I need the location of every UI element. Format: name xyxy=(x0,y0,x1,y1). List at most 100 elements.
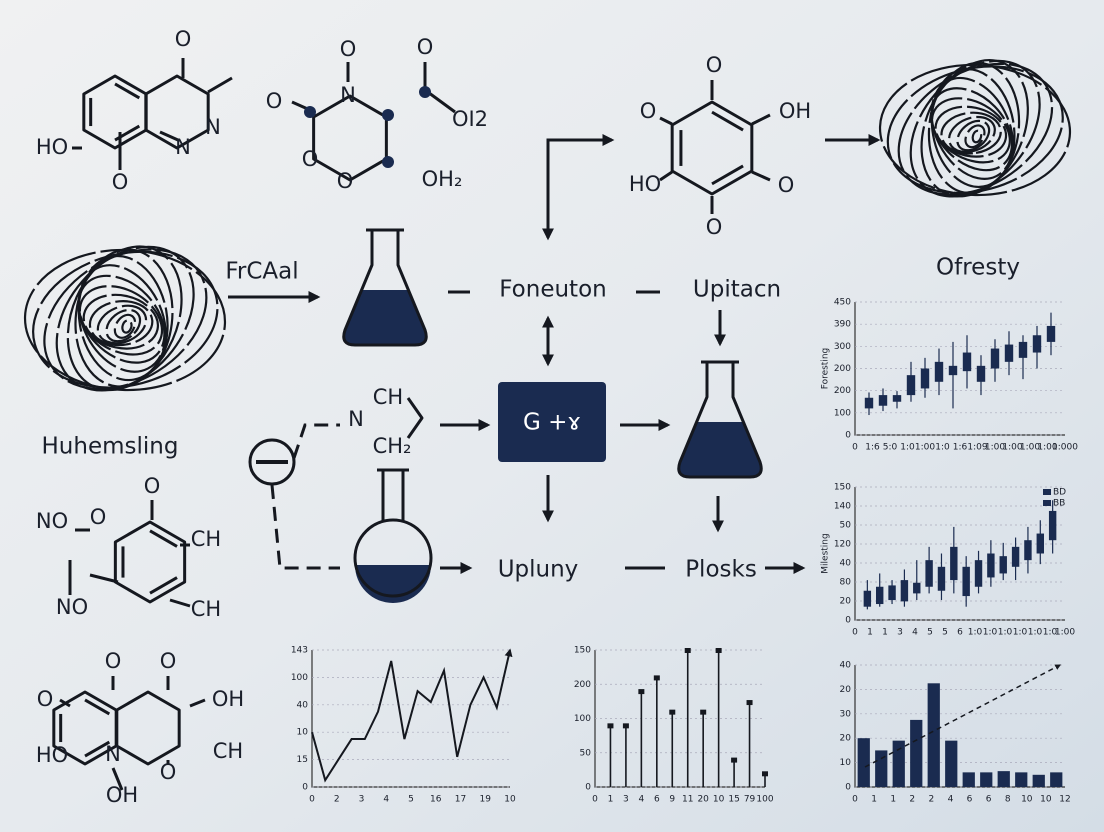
y-tick-label: 100 xyxy=(291,673,308,683)
x-tick-label: 1:0 xyxy=(1013,628,1028,638)
x-tick-label: 10 xyxy=(1021,795,1033,805)
fingerprint-ridge xyxy=(929,87,1014,172)
x-tick-label: 0 xyxy=(852,443,858,453)
ring xyxy=(115,690,181,766)
fingerprint-ridge xyxy=(32,250,219,389)
y-tick-label: 0 xyxy=(845,783,851,793)
atom: HO xyxy=(36,743,68,767)
y-tick-label: 120 xyxy=(834,540,851,550)
atom: CH xyxy=(373,385,403,409)
stem-cap xyxy=(638,689,645,695)
stem-cap xyxy=(715,648,722,653)
x-tick-label: 1 xyxy=(871,795,877,805)
x-tick-label: 1 xyxy=(890,795,896,805)
fingerprint-ridge xyxy=(105,308,142,343)
candle-body xyxy=(1048,510,1057,541)
fingerprint-ridge xyxy=(23,248,227,392)
x-tick-label: 6 xyxy=(967,795,973,805)
stem-cap xyxy=(669,709,676,715)
round-flask xyxy=(353,468,433,603)
y-tick-label: 300 xyxy=(834,342,851,352)
atom: OH₂ xyxy=(422,167,463,191)
line-series xyxy=(311,648,513,783)
x-tick-label: 1:0 xyxy=(900,443,915,453)
y-tick-label: 200 xyxy=(834,364,851,374)
dot xyxy=(382,109,394,121)
double-bond xyxy=(84,740,111,758)
candle-body xyxy=(950,546,958,581)
candle-body xyxy=(962,566,970,597)
x-tick-label: 11 xyxy=(682,795,693,805)
bonds xyxy=(59,676,206,791)
fingerprint-ridge xyxy=(964,124,986,149)
label: Foneuton xyxy=(499,277,606,303)
candle-body xyxy=(1018,341,1028,358)
box-label: G +ɤ xyxy=(523,410,581,436)
x-tick-label: 100 xyxy=(756,795,773,805)
y-tick-label: 15 xyxy=(297,755,308,765)
atom: NO xyxy=(36,509,68,533)
atom: O xyxy=(144,474,161,498)
molecule: O HO N N O xyxy=(36,27,233,194)
x-tick-label: 1:0 xyxy=(935,443,950,453)
x-tick-label: 5 xyxy=(927,628,933,638)
candle-body xyxy=(906,375,916,396)
x-tick-label: 16 xyxy=(430,795,442,805)
atom: O xyxy=(706,53,723,77)
atom: N xyxy=(340,83,356,107)
candle-body xyxy=(990,348,1000,369)
dashed-connector xyxy=(270,423,340,570)
atom: O xyxy=(160,649,177,673)
x-tick-label: 0 xyxy=(852,628,858,638)
bonds xyxy=(72,58,233,170)
y-tick-label: 40 xyxy=(840,559,852,569)
x-tick-label: 19 xyxy=(480,795,492,805)
x-tick-label: 2 xyxy=(928,795,934,805)
x-tick-label: 15 xyxy=(728,795,739,805)
bar xyxy=(945,740,958,787)
fingerprint-ridge xyxy=(121,319,133,334)
fingerprint-ridge xyxy=(971,129,983,144)
bar xyxy=(980,772,993,787)
label: Upitacn xyxy=(693,277,781,303)
bonds xyxy=(291,62,456,114)
atom: N xyxy=(175,135,191,159)
molecule: O HO OH O HO O O xyxy=(629,53,811,239)
double-bond xyxy=(114,82,141,100)
bonds xyxy=(68,500,191,608)
x-tick-label: 10 xyxy=(713,795,725,805)
label: Plosks xyxy=(685,557,757,583)
y-tick-label: 80 xyxy=(840,578,852,588)
y-tick-label: 150 xyxy=(834,483,851,493)
atom: O xyxy=(266,89,283,113)
atom: N xyxy=(205,115,221,139)
x-tick-label: 79 xyxy=(744,795,756,805)
atom: O xyxy=(105,649,122,673)
rings xyxy=(52,74,754,766)
legend-swatch xyxy=(1043,489,1051,495)
x-tick-label: 4 xyxy=(948,795,954,805)
x-tick-label: 1:00 xyxy=(985,443,1005,453)
x-tick-label: 1 xyxy=(867,628,873,638)
ring xyxy=(113,520,187,604)
ring xyxy=(670,100,754,196)
atom: HO xyxy=(629,172,661,196)
y-tick-label: 0 xyxy=(302,783,308,793)
x-tick-label: 20 xyxy=(697,795,709,805)
y-tick-label: 40 xyxy=(840,661,852,671)
candle-body xyxy=(1024,540,1032,561)
atom: O xyxy=(112,170,129,194)
double-bond xyxy=(711,164,744,186)
x-tick-label: 2 xyxy=(334,795,340,805)
x-tick-label: 12 xyxy=(1059,795,1070,805)
x-tick-label: 3 xyxy=(359,795,365,805)
x-tick-label: 4 xyxy=(638,795,644,805)
atom: O xyxy=(640,99,657,123)
bar xyxy=(927,683,940,787)
fingerprint-ridge xyxy=(82,293,159,350)
y-tick-label: 0 xyxy=(845,431,851,441)
molecule: O O OH O HO N CH O OH xyxy=(36,649,244,807)
candle-body xyxy=(863,590,872,607)
